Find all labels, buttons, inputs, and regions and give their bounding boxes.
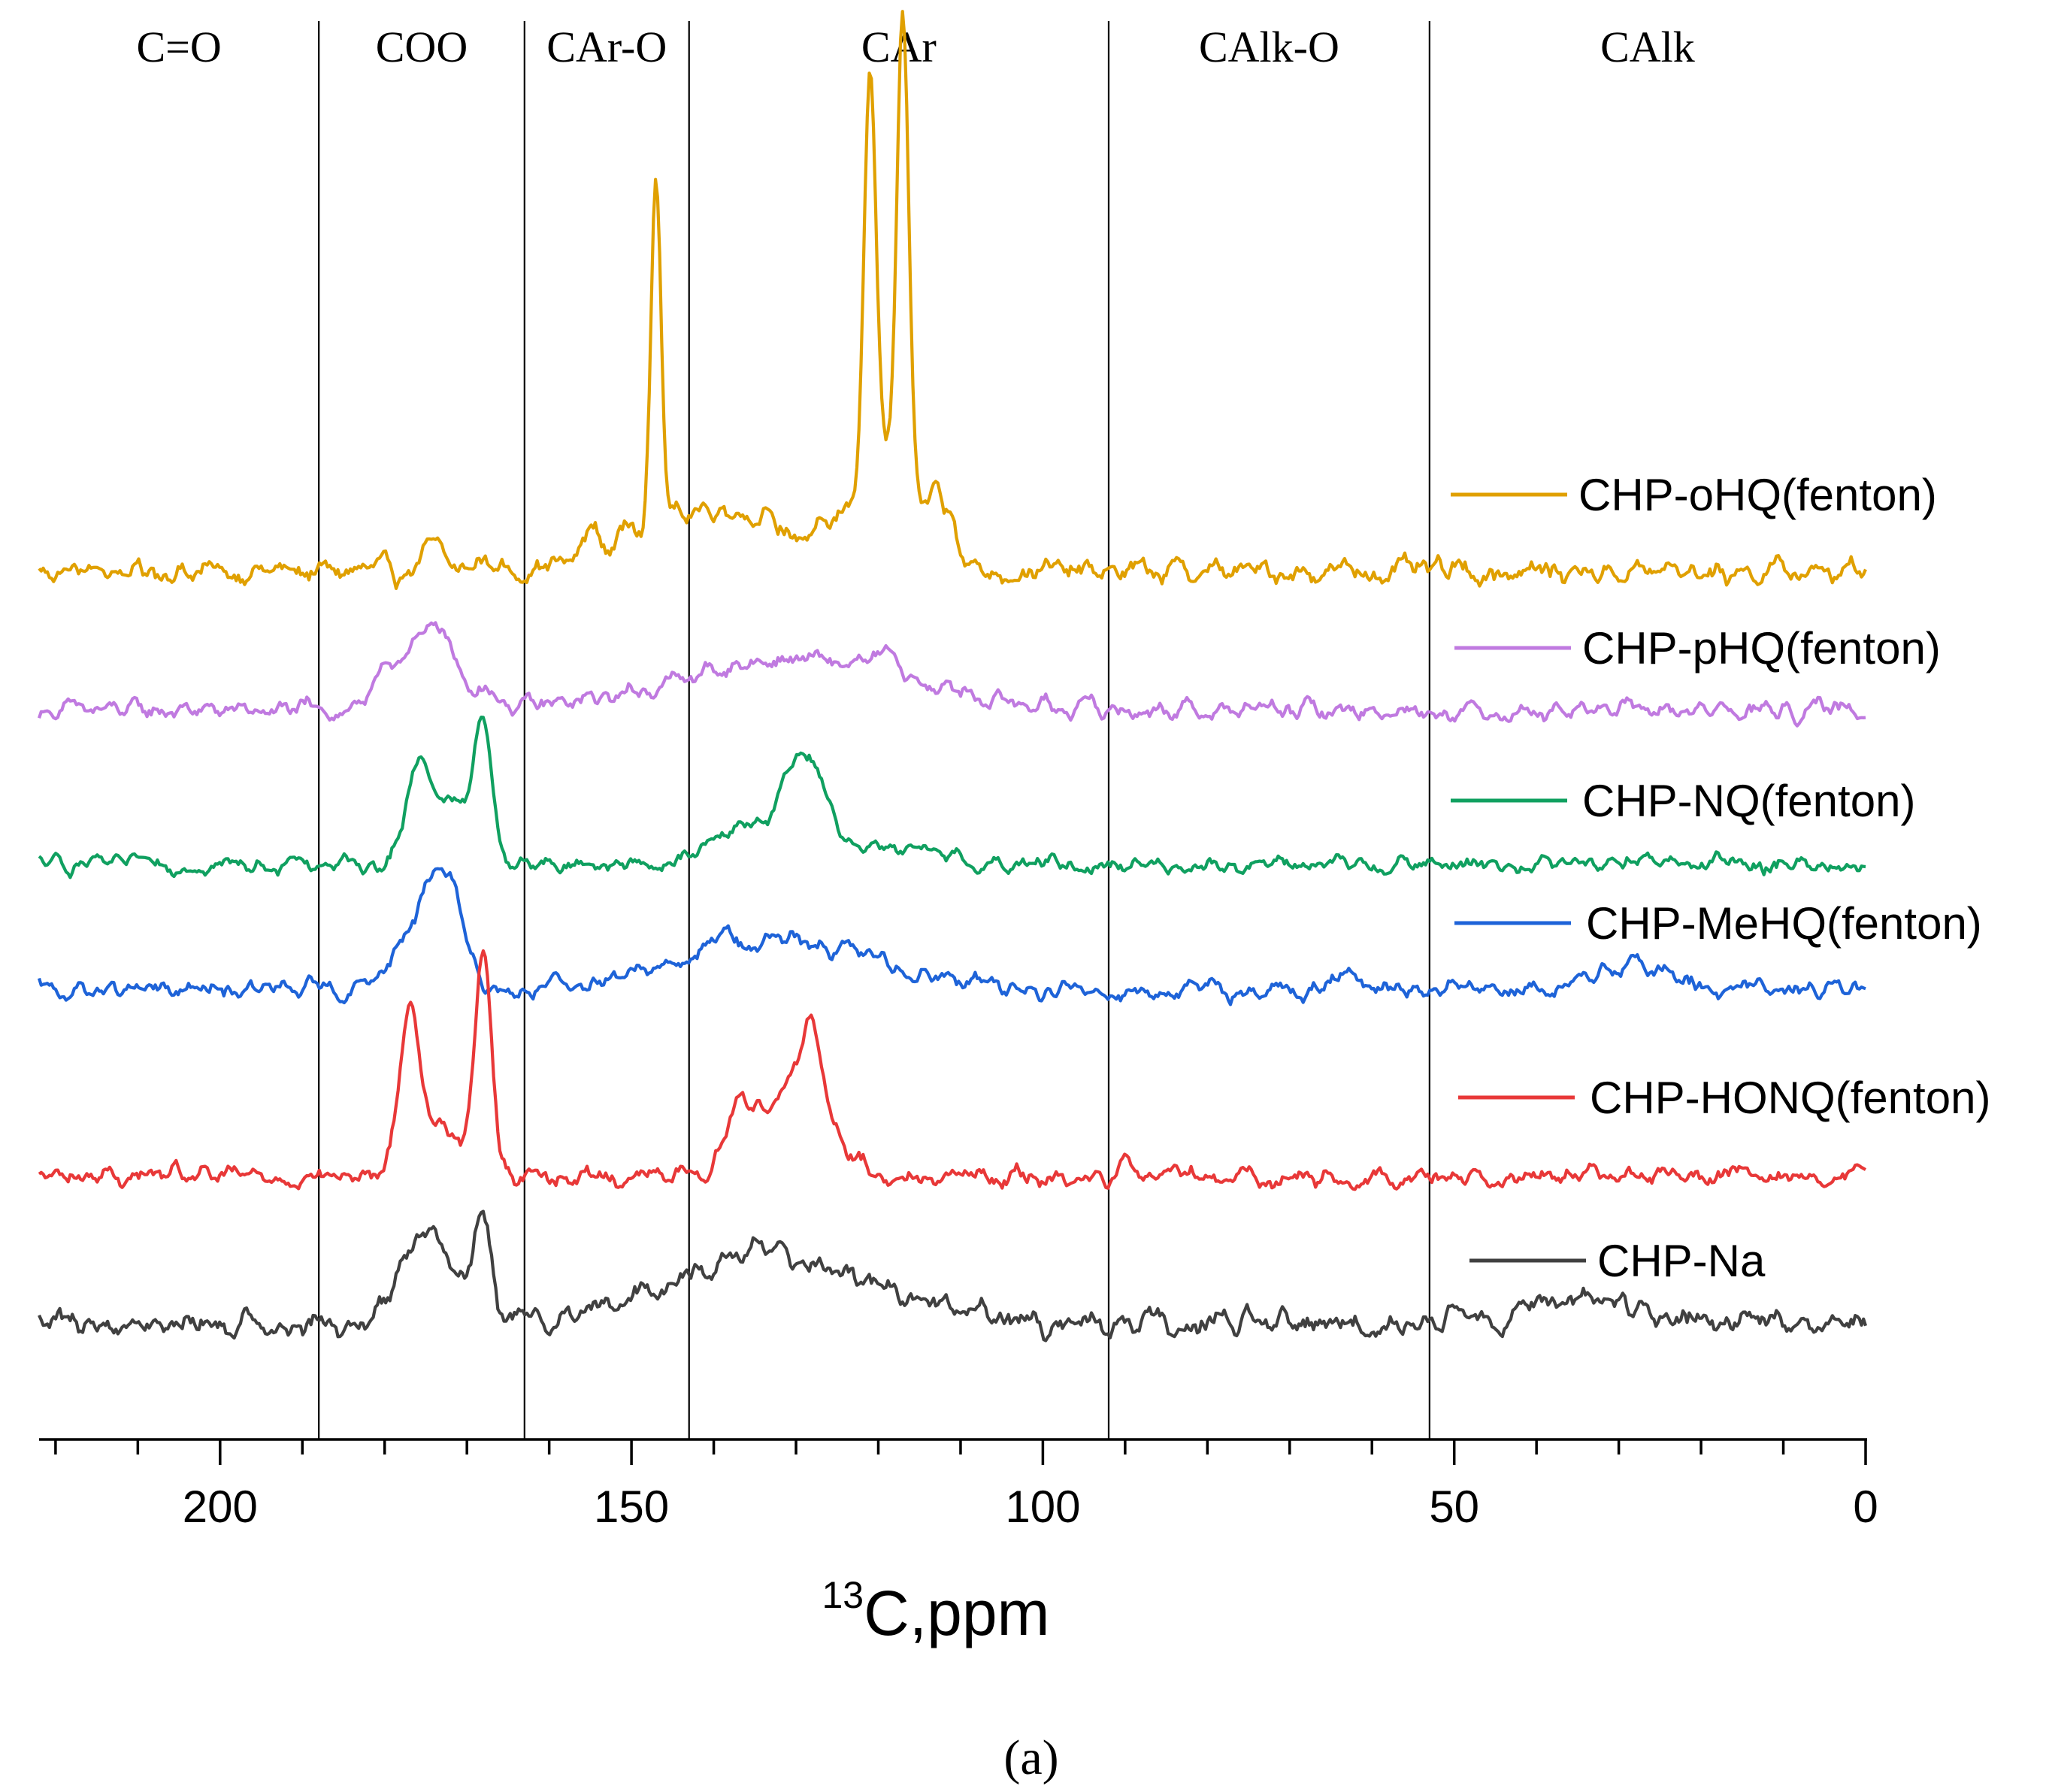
x-axis-title-main: C,ppm: [864, 1578, 1049, 1648]
legend-label-chp-ohq-fenton: CHP-oHQ(fenton): [1578, 470, 1937, 520]
x-axis-title-superscript: 13: [822, 1574, 864, 1616]
legend: CHP-oHQ(fenton) CHP-pHQ(fenton) CHP-NQ(fen…: [1451, 470, 1990, 1286]
legend-label-chp-mehq-fenton: CHP-MeHQ(fenton): [1586, 898, 1982, 949]
tick-label-100: 100: [1005, 1482, 1080, 1532]
series-line-chp-nq-fenton: [38, 716, 1866, 879]
series-line-chp-na: [38, 1209, 1868, 1342]
x-axis-title: 13C,ppm: [822, 1574, 1049, 1648]
tick-label-0: 0: [1853, 1482, 1878, 1532]
tick-label-200: 200: [183, 1482, 258, 1532]
series-line-chp-honq-fenton: [38, 949, 1867, 1191]
series-line-chp-ohq-fenton: [38, 10, 1867, 590]
legend-label-chp-na: CHP-Na: [1597, 1236, 1766, 1286]
region-label-calk: CAlk: [1600, 23, 1695, 71]
region-labels: C=O COO CAr-O CAr CAlk-O CAlk: [136, 23, 1694, 71]
region-label-calk-o: CAlk-O: [1199, 23, 1339, 71]
series-line-chp-mehq-fenton: [37, 867, 1866, 1006]
region-label-c-o: C=O: [136, 23, 221, 71]
tick-label-150: 150: [594, 1482, 669, 1532]
legend-label-chp-nq-fenton: CHP-NQ(fenton): [1582, 776, 1915, 826]
tick-label-50: 50: [1429, 1482, 1479, 1532]
legend-label-chp-honq-fenton: CHP-HONQ(fenton): [1590, 1073, 1990, 1123]
legend-label-chp-phq-fenton: CHP-pHQ(fenton): [1582, 623, 1941, 674]
series-lines: [37, 10, 1868, 1342]
region-label-coo: COO: [376, 23, 468, 71]
x-axis: 200 150 100 50 0: [39, 1438, 1878, 1532]
series-line-chp-phq-fenton: [38, 621, 1866, 728]
region-dividers: [318, 21, 1430, 1439]
region-label-car-o: CAr-O: [546, 23, 667, 71]
caption: (a): [1003, 1730, 1058, 1785]
